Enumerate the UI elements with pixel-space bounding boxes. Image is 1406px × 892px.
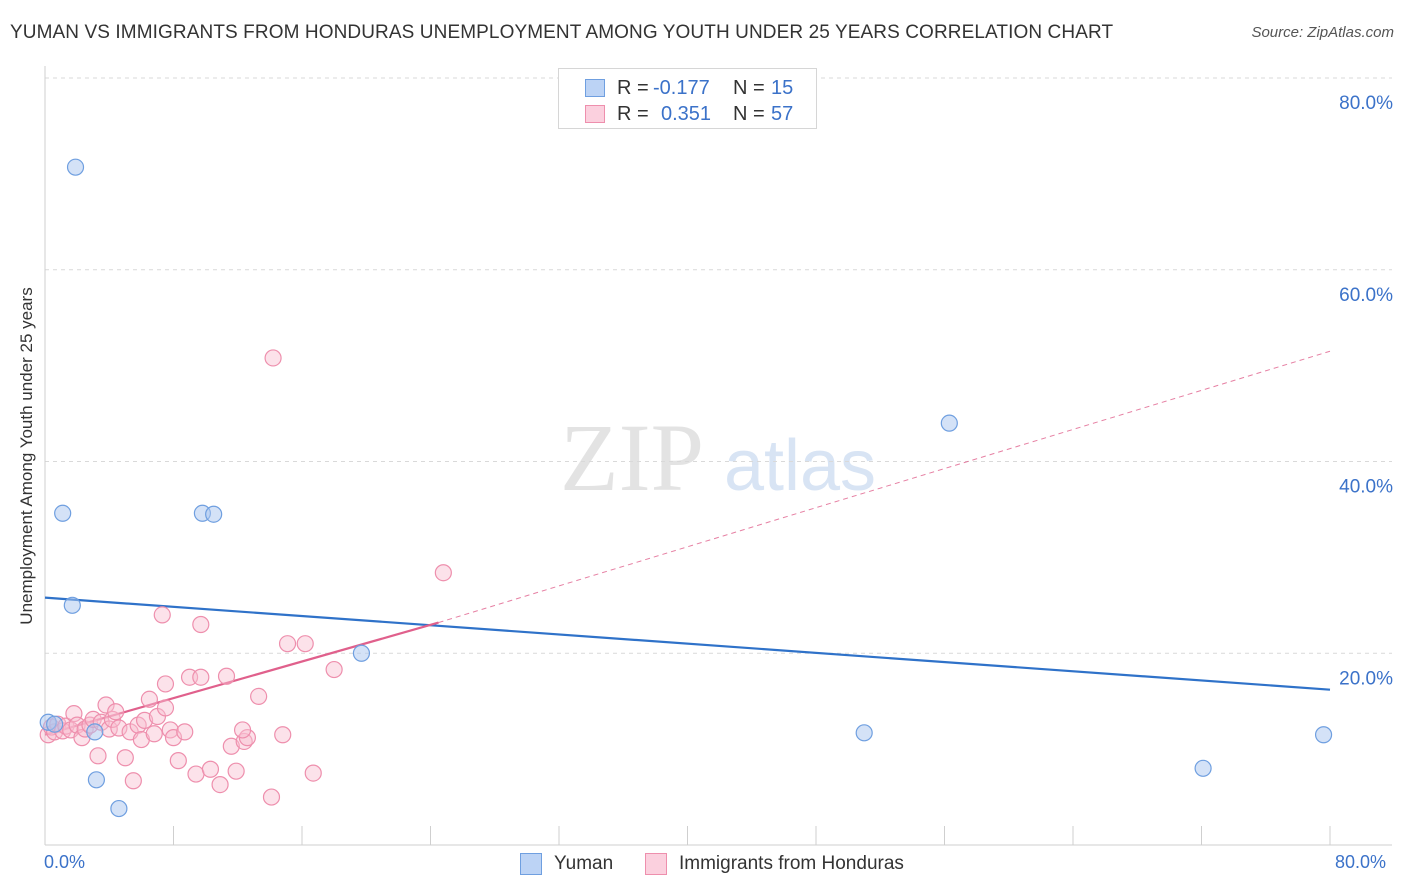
honduras-point <box>140 690 159 708</box>
honduras-point <box>156 699 175 717</box>
honduras-point <box>156 675 175 693</box>
y-tick-label: 40.0% <box>1339 477 1393 498</box>
yuman-swatch <box>520 853 542 875</box>
honduras-point <box>169 752 187 770</box>
yuman-swatch <box>585 79 605 97</box>
honduras-trend-extension <box>438 350 1331 624</box>
y-tick-label: 60.0% <box>1339 285 1393 306</box>
data-points <box>39 158 1333 818</box>
honduras-point <box>217 667 236 685</box>
yuman-point <box>54 504 72 522</box>
honduras-point <box>233 721 252 739</box>
honduras-point <box>135 711 154 729</box>
yuman-point <box>46 715 64 733</box>
yuman-point <box>110 799 128 818</box>
honduras-point <box>222 737 240 755</box>
chart-title: YUMAN VS IMMIGRANTS FROM HONDURAS UNEMPL… <box>10 22 1114 43</box>
honduras-point <box>187 765 205 783</box>
yuman-trend-line <box>44 596 1331 691</box>
yuman-point <box>1194 759 1212 777</box>
watermark-zip: ZIP <box>560 404 704 511</box>
honduras-point <box>201 760 220 778</box>
honduras-point <box>124 772 142 790</box>
x-tick-label-max: 80.0% <box>1335 852 1387 872</box>
honduras-point <box>296 635 314 653</box>
honduras-point <box>264 349 282 367</box>
honduras-point <box>192 668 210 686</box>
yuman-point <box>63 596 81 614</box>
y-tick-labels: 20.0% 40.0% 60.0% 80.0% <box>1339 93 1393 689</box>
trend-lines <box>44 350 1331 736</box>
y-tick-label: 80.0% <box>1339 93 1393 114</box>
honduras-point <box>250 687 268 705</box>
honduras-point <box>153 606 171 624</box>
legend-n-label: N = <box>733 77 765 99</box>
honduras-trend-line <box>44 621 439 736</box>
honduras-point <box>116 749 134 767</box>
legend-n-value: 15 <box>771 77 794 99</box>
legend-r-label: R = <box>617 77 649 99</box>
yuman-point <box>66 158 85 176</box>
legend-n-value: 57 <box>771 103 794 125</box>
yuman-point <box>205 505 223 523</box>
honduras-point <box>89 747 107 765</box>
y-tick-label: 20.0% <box>1339 668 1393 689</box>
yuman-point <box>87 771 106 789</box>
honduras-point <box>227 762 245 780</box>
source-label: Source: ZipAtlas.com <box>1251 24 1394 41</box>
yuman-point <box>855 724 873 742</box>
honduras-point <box>211 775 229 794</box>
yuman-point <box>1314 726 1333 744</box>
yuman-point <box>352 644 371 662</box>
legend-r-value: 0.351 <box>661 103 712 125</box>
honduras-point <box>110 719 128 737</box>
grid-lines <box>45 77 1392 654</box>
honduras-point <box>107 703 125 721</box>
honduras-point <box>274 726 292 744</box>
legend-n-label: N = <box>733 103 765 125</box>
legend-r-label: R = <box>617 103 649 125</box>
legend-item-label: Immigrants from Honduras <box>679 853 904 874</box>
honduras-swatch <box>645 853 667 875</box>
honduras-point <box>262 788 281 806</box>
axes <box>44 66 1392 846</box>
honduras-point <box>304 764 322 782</box>
honduras-point <box>97 696 115 714</box>
correlation-legend: R = -0.177 N = 15 R = 0.351 N = 57 <box>558 68 817 129</box>
honduras-point <box>278 635 297 653</box>
honduras-point <box>434 564 452 582</box>
watermark-atlas: atlas <box>724 426 876 506</box>
honduras-point <box>192 615 210 634</box>
honduras-point <box>176 723 194 741</box>
honduras-swatch <box>585 105 605 123</box>
yuman-point <box>86 723 104 741</box>
legend-item-label: Yuman <box>554 853 614 874</box>
honduras-point <box>325 660 343 679</box>
honduras-point <box>145 725 163 743</box>
x-tick-label-min: 0.0% <box>44 852 86 872</box>
legend-r-value: -0.177 <box>653 77 710 99</box>
yuman-point <box>940 414 958 432</box>
